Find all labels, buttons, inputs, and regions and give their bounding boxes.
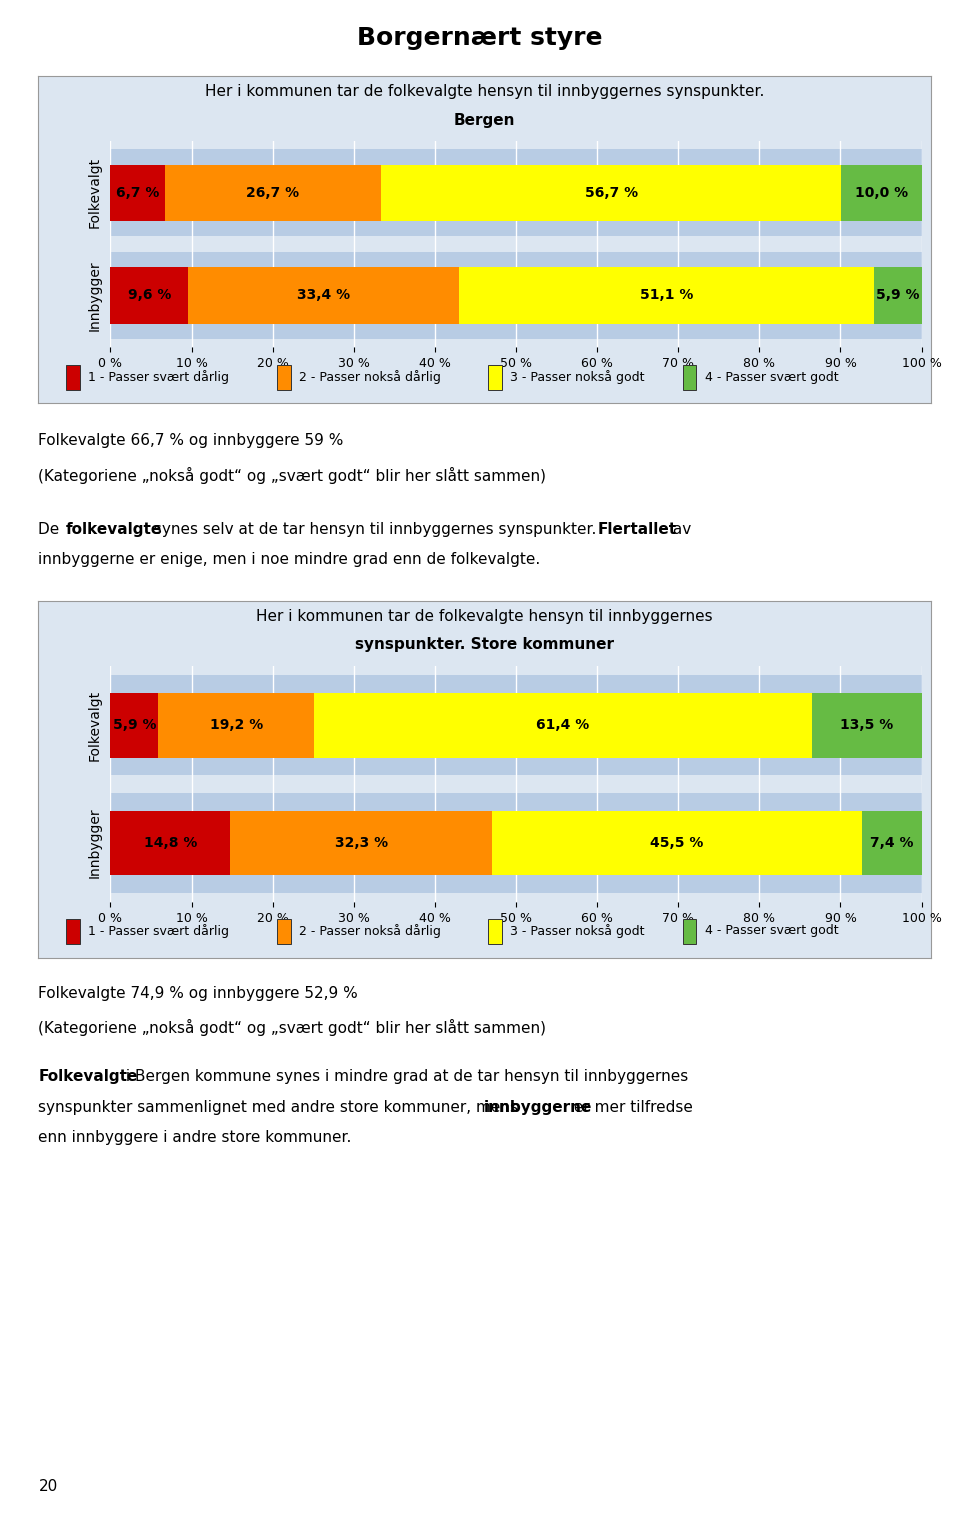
Bar bbox=[277, 919, 291, 943]
Bar bbox=[110, 675, 922, 776]
Bar bbox=[110, 811, 230, 876]
Bar bbox=[110, 164, 165, 221]
Text: 33,4 %: 33,4 % bbox=[298, 289, 350, 303]
Bar bbox=[230, 811, 492, 876]
Bar bbox=[110, 149, 922, 236]
Bar bbox=[861, 811, 922, 876]
Text: innbyggerne er enige, men i noe mindre grad enn de folkevalgte.: innbyggerne er enige, men i noe mindre g… bbox=[38, 552, 540, 567]
Text: Her i kommunen tar de folkevalgte hensyn til innbyggernes: Her i kommunen tar de folkevalgte hensyn… bbox=[256, 608, 713, 624]
Bar bbox=[66, 919, 80, 943]
Bar bbox=[314, 692, 812, 757]
Bar bbox=[165, 164, 381, 221]
Text: Her i kommunen tar de folkevalgte hensyn til innbyggernes synspunkter.: Her i kommunen tar de folkevalgte hensyn… bbox=[205, 84, 764, 99]
Text: 9,6 %: 9,6 % bbox=[128, 289, 171, 303]
Text: 10,0 %: 10,0 % bbox=[855, 186, 908, 199]
Text: De: De bbox=[38, 522, 64, 537]
Bar bbox=[841, 164, 923, 221]
Bar bbox=[492, 811, 861, 876]
Text: er mer tilfredse: er mer tilfredse bbox=[569, 1100, 693, 1115]
Text: synes selv at de tar hensyn til innbyggernes synspunkter.: synes selv at de tar hensyn til innbygge… bbox=[149, 522, 601, 537]
Text: 20: 20 bbox=[38, 1478, 58, 1494]
Text: 19,2 %: 19,2 % bbox=[209, 718, 263, 732]
Text: (Kategoriene „nokså godt“ og „svært godt“ blir her slått sammen): (Kategoriene „nokså godt“ og „svært godt… bbox=[38, 1019, 546, 1036]
Text: Bergen: Bergen bbox=[454, 113, 516, 128]
Bar bbox=[110, 692, 158, 757]
Bar bbox=[277, 365, 291, 389]
Bar bbox=[110, 252, 922, 339]
Bar bbox=[66, 365, 80, 389]
Text: i Bergen kommune synes i mindre grad at de tar hensyn til innbyggernes: i Bergen kommune synes i mindre grad at … bbox=[121, 1069, 688, 1084]
Text: 51,1 %: 51,1 % bbox=[639, 289, 693, 303]
Text: 6,7 %: 6,7 % bbox=[116, 186, 159, 199]
Bar bbox=[812, 692, 922, 757]
Text: 4 - Passer svært godt: 4 - Passer svært godt bbox=[705, 371, 838, 383]
Text: Folkevalgte: Folkevalgte bbox=[38, 1069, 138, 1084]
Text: 7,4 %: 7,4 % bbox=[870, 837, 913, 850]
Text: enn innbyggere i andre store kommuner.: enn innbyggere i andre store kommuner. bbox=[38, 1130, 351, 1145]
Bar bbox=[459, 268, 874, 324]
Text: 56,7 %: 56,7 % bbox=[585, 186, 637, 199]
Text: 2 - Passer nokså dårlig: 2 - Passer nokså dårlig bbox=[300, 370, 441, 385]
Text: av: av bbox=[668, 522, 691, 537]
Text: 1 - Passer svært dårlig: 1 - Passer svært dårlig bbox=[88, 370, 229, 385]
Text: (Kategoriene „nokså godt“ og „svært godt“ blir her slått sammen): (Kategoriene „nokså godt“ og „svært godt… bbox=[38, 467, 546, 484]
Text: Borgernært styre: Borgernært styre bbox=[357, 26, 603, 50]
Text: synspunkter sammenlignet med andre store kommuner, mens: synspunkter sammenlignet med andre store… bbox=[38, 1100, 523, 1115]
Bar bbox=[110, 792, 922, 893]
Bar bbox=[489, 919, 502, 943]
Text: Folkevalgte 74,9 % og innbyggere 52,9 %: Folkevalgte 74,9 % og innbyggere 52,9 % bbox=[38, 986, 358, 1001]
Bar bbox=[381, 164, 841, 221]
Text: Folkevalgte 66,7 % og innbyggere 59 %: Folkevalgte 66,7 % og innbyggere 59 % bbox=[38, 433, 344, 449]
Text: 26,7 %: 26,7 % bbox=[247, 186, 300, 199]
Text: synspunkter. Store kommuner: synspunkter. Store kommuner bbox=[355, 637, 614, 653]
Text: 61,4 %: 61,4 % bbox=[537, 718, 589, 732]
Bar bbox=[188, 268, 459, 324]
Text: innbyggerne: innbyggerne bbox=[484, 1100, 592, 1115]
Text: 45,5 %: 45,5 % bbox=[650, 837, 704, 850]
Text: 32,3 %: 32,3 % bbox=[335, 837, 388, 850]
Bar bbox=[489, 365, 502, 389]
Text: Flertallet: Flertallet bbox=[598, 522, 677, 537]
Bar bbox=[158, 692, 314, 757]
Text: 3 - Passer nokså godt: 3 - Passer nokså godt bbox=[511, 923, 645, 938]
Text: 13,5 %: 13,5 % bbox=[840, 718, 894, 732]
Text: 4 - Passer svært godt: 4 - Passer svært godt bbox=[705, 925, 838, 937]
Bar bbox=[110, 268, 188, 324]
Bar bbox=[683, 919, 696, 943]
Bar bbox=[874, 268, 922, 324]
Text: 3 - Passer nokså godt: 3 - Passer nokså godt bbox=[511, 370, 645, 385]
Text: 5,9 %: 5,9 % bbox=[112, 718, 156, 732]
Text: 2 - Passer nokså dårlig: 2 - Passer nokså dårlig bbox=[300, 923, 441, 938]
Text: 5,9 %: 5,9 % bbox=[876, 289, 920, 303]
Text: 1 - Passer svært dårlig: 1 - Passer svært dårlig bbox=[88, 923, 229, 938]
Text: 14,8 %: 14,8 % bbox=[144, 837, 197, 850]
Text: folkevalgte: folkevalgte bbox=[65, 522, 161, 537]
Bar bbox=[683, 365, 696, 389]
